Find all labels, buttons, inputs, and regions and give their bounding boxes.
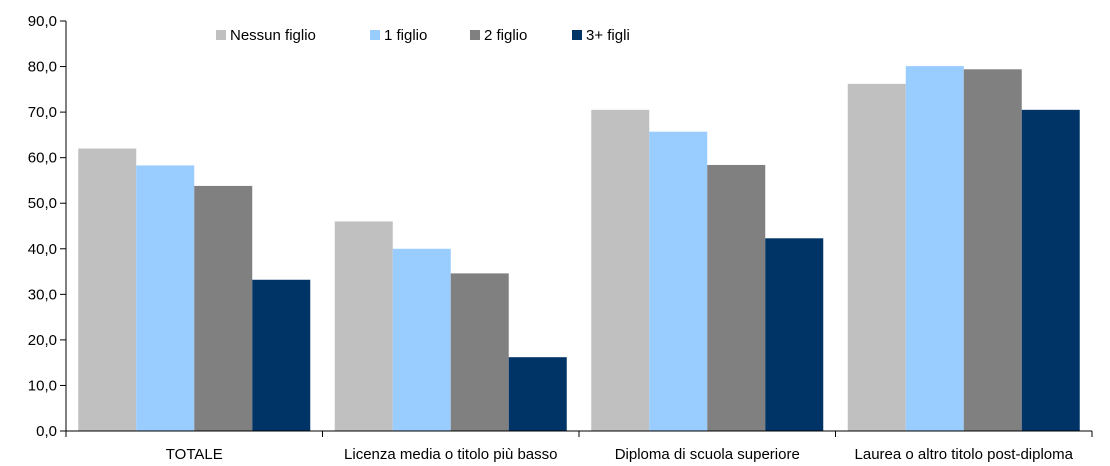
bar-3-figli-0 <box>252 279 311 431</box>
x-tick-label: Diploma di scuola superiore <box>615 446 800 463</box>
bar-2-figlio-0 <box>194 185 253 431</box>
y-tick-label: 10,0 <box>28 377 57 394</box>
legend-label: Nessun figlio <box>230 27 316 44</box>
bar-1-figlio-3 <box>905 66 964 431</box>
y-tick-label: 20,0 <box>28 332 57 349</box>
legend-swatch <box>370 30 380 40</box>
y-tick-label: 30,0 <box>28 286 57 303</box>
bar-nessun-figlio-2 <box>591 109 650 431</box>
x-tick-label: TOTALE <box>166 446 223 463</box>
y-tick-label: 60,0 <box>28 150 57 167</box>
bar-1-figlio-0 <box>136 165 195 431</box>
y-tick-label: 50,0 <box>28 195 57 212</box>
y-tick-label: 70,0 <box>28 104 57 121</box>
y-axis: 0,0 10,0 20,0 30,0 40,0 50,0 60,0 70,0 80,0 90,0 <box>28 13 67 440</box>
y-tick-label: 90,0 <box>28 13 57 30</box>
bar-2-figlio-3 <box>963 69 1022 432</box>
bar-1-figlio-2 <box>649 131 708 431</box>
bars-group <box>78 66 1080 432</box>
legend-label: 3+ figli <box>586 27 630 44</box>
legend-swatch <box>572 30 582 40</box>
x-axis: TOTALE Licenza media o titolo più basso Di… <box>65 430 1093 463</box>
bar-3-figli-3 <box>1021 109 1080 431</box>
legend-swatch <box>216 30 226 40</box>
bar-1-figlio-1 <box>392 248 451 431</box>
x-tick-label: Laurea o altro titolo post-diploma <box>855 446 1074 463</box>
y-tick-label: 0,0 <box>36 423 57 440</box>
bar-nessun-figlio-3 <box>847 83 906 431</box>
legend: Nessun figlio 1 figlio 2 figlio 3+ figli <box>216 27 630 44</box>
bar-2-figlio-1 <box>450 273 509 431</box>
bar-3-figli-2 <box>765 238 824 431</box>
bar-2-figlio-2 <box>707 164 766 431</box>
legend-swatch <box>470 30 480 40</box>
legend-label: 1 figlio <box>384 27 427 44</box>
bar-nessun-figlio-1 <box>334 221 393 431</box>
y-tick-label: 40,0 <box>28 241 57 258</box>
y-tick-label: 80,0 <box>28 59 57 76</box>
bar-nessun-figlio-0 <box>78 148 137 432</box>
legend-label: 2 figlio <box>484 27 527 44</box>
bar-3-figli-1 <box>508 357 567 431</box>
x-tick-label: Licenza media o titolo più basso <box>344 446 557 463</box>
